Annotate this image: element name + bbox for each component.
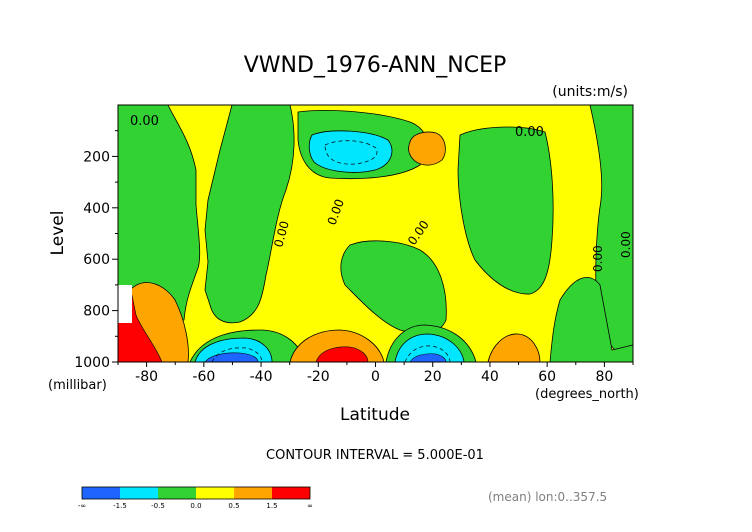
x-tick-label: 80: [595, 369, 613, 385]
x-units-label: (degrees_north): [535, 387, 639, 402]
red-region-equator-lower: [315, 346, 369, 362]
colorbar-label: -0.5: [151, 502, 165, 510]
colorbar-label: 1.5: [266, 502, 277, 510]
y-tick-label: 400: [83, 201, 110, 217]
contour-label: 0.00: [619, 231, 633, 258]
colorbar: -∞ -1.5 -0.5 0.0 0.5 1.5 ∞: [78, 486, 313, 510]
x-tick-label: 40: [481, 369, 499, 385]
contour-interval-text: CONTOUR INTERVAL = 5.000E-01: [266, 448, 484, 463]
colorbar-label: 0.0: [190, 502, 201, 510]
contour-label: 0.00: [271, 219, 291, 248]
dashed-contour-north: [404, 345, 451, 363]
dashed-contour-upper: [324, 140, 378, 165]
x-tick-label: 60: [538, 369, 556, 385]
y-tick-label: 800: [83, 304, 110, 320]
colorbar-swatch: [158, 487, 196, 499]
cyan-region-upper-tropics: [308, 130, 393, 173]
contour-field: [118, 105, 633, 362]
chart-title: VWND_1976-ANN_NCEP: [244, 53, 507, 78]
y-axis: 200 400 600 800 1000: [74, 130, 118, 371]
y-tick-label: 600: [83, 252, 110, 268]
colorbar-label: -1.5: [113, 502, 127, 510]
contour-label: 0.00: [130, 114, 159, 129]
colorbar-label: -∞: [78, 502, 86, 510]
x-tick-label: 0: [371, 369, 380, 385]
colorbar-swatch: [120, 487, 158, 499]
orange-region-north-lower: [487, 333, 541, 362]
colorbar-label: 0.5: [228, 502, 239, 510]
colorbar-swatch: [272, 487, 310, 499]
negative-contours: [211, 140, 451, 363]
colorbar-swatch: [234, 487, 272, 499]
contour-label: 0.00: [515, 125, 544, 140]
colorbar-frame: [81, 486, 311, 500]
colorbar-label: ∞: [307, 502, 313, 510]
green-region-northern-midlat-upper: [457, 126, 554, 295]
x-tick-label: -80: [135, 369, 158, 385]
green-region-south-upper: [118, 105, 201, 326]
x-tick-label: -40: [250, 369, 273, 385]
green-region-northern-lower: [549, 277, 633, 362]
y-units-label: (millibar): [48, 378, 107, 393]
orange-region-upper-north: [408, 131, 446, 166]
x-axis: -80 -60 -40 -20 0 20 40 60 80: [117, 362, 634, 385]
x-tick-label: -60: [192, 369, 215, 385]
x-tick-label: 20: [424, 369, 442, 385]
y-tick-label: 200: [83, 149, 110, 165]
x-axis-label: Latitude: [340, 405, 410, 425]
units-label: (units:m/s): [552, 84, 628, 100]
colorbar-swatch: [82, 487, 120, 499]
colorbar-swatch: [196, 487, 234, 499]
y-axis-label: Level: [48, 211, 68, 256]
green-region-southern-midlat: [204, 105, 295, 324]
missing-data-patch: [118, 285, 132, 323]
y-tick-label: 1000: [74, 355, 110, 371]
x-tick-label: -20: [307, 369, 330, 385]
blue-region-south-lower: [204, 352, 259, 362]
dashed-contour-south: [211, 347, 263, 363]
blue-region-north-lower: [409, 353, 447, 362]
cyan-region-north-lower: [394, 333, 465, 362]
mean-text: (mean) lon:0..357.5: [488, 490, 607, 504]
contour-label: 0.00: [591, 245, 605, 272]
